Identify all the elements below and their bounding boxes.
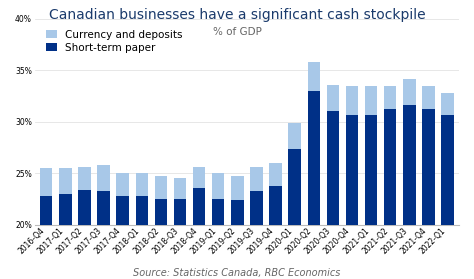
Bar	[78, 167, 91, 189]
Bar	[155, 176, 167, 199]
Bar	[97, 165, 110, 191]
Bar	[289, 149, 301, 225]
Bar	[403, 79, 416, 105]
Bar	[212, 173, 224, 199]
Bar	[269, 163, 282, 186]
Bar	[40, 196, 53, 225]
Bar	[308, 62, 320, 91]
Bar	[97, 191, 110, 225]
Bar	[136, 196, 148, 225]
Bar	[250, 167, 263, 191]
Bar	[346, 115, 358, 225]
Bar	[384, 86, 396, 109]
Bar	[365, 115, 377, 225]
Bar	[117, 173, 129, 196]
Bar	[308, 91, 320, 225]
Bar	[59, 168, 72, 194]
Bar	[441, 115, 454, 225]
Bar	[136, 173, 148, 196]
Bar	[193, 167, 205, 189]
Bar	[289, 122, 301, 149]
Bar	[327, 111, 339, 225]
Bar	[212, 199, 224, 225]
Bar	[422, 109, 435, 225]
Bar	[193, 189, 205, 225]
Bar	[384, 109, 396, 225]
Bar	[174, 178, 186, 199]
Bar	[117, 196, 129, 225]
Bar	[78, 189, 91, 225]
Bar	[403, 105, 416, 225]
Bar	[269, 186, 282, 225]
Bar	[231, 200, 244, 225]
Bar	[250, 191, 263, 225]
Bar	[346, 86, 358, 115]
Legend: Currency and deposits, Short-term paper: Currency and deposits, Short-term paper	[44, 28, 185, 55]
Text: Canadian businesses have a significant cash stockpile: Canadian businesses have a significant c…	[49, 8, 425, 22]
Bar	[365, 86, 377, 115]
Bar	[422, 86, 435, 109]
Bar	[155, 199, 167, 225]
Bar	[59, 194, 72, 225]
Bar	[231, 176, 244, 200]
Bar	[441, 93, 454, 115]
Bar	[40, 168, 53, 196]
Text: % of GDP: % of GDP	[212, 27, 262, 37]
Bar	[174, 199, 186, 225]
Text: Source: Statistics Canada, RBC Economics: Source: Statistics Canada, RBC Economics	[133, 268, 341, 278]
Bar	[327, 85, 339, 111]
